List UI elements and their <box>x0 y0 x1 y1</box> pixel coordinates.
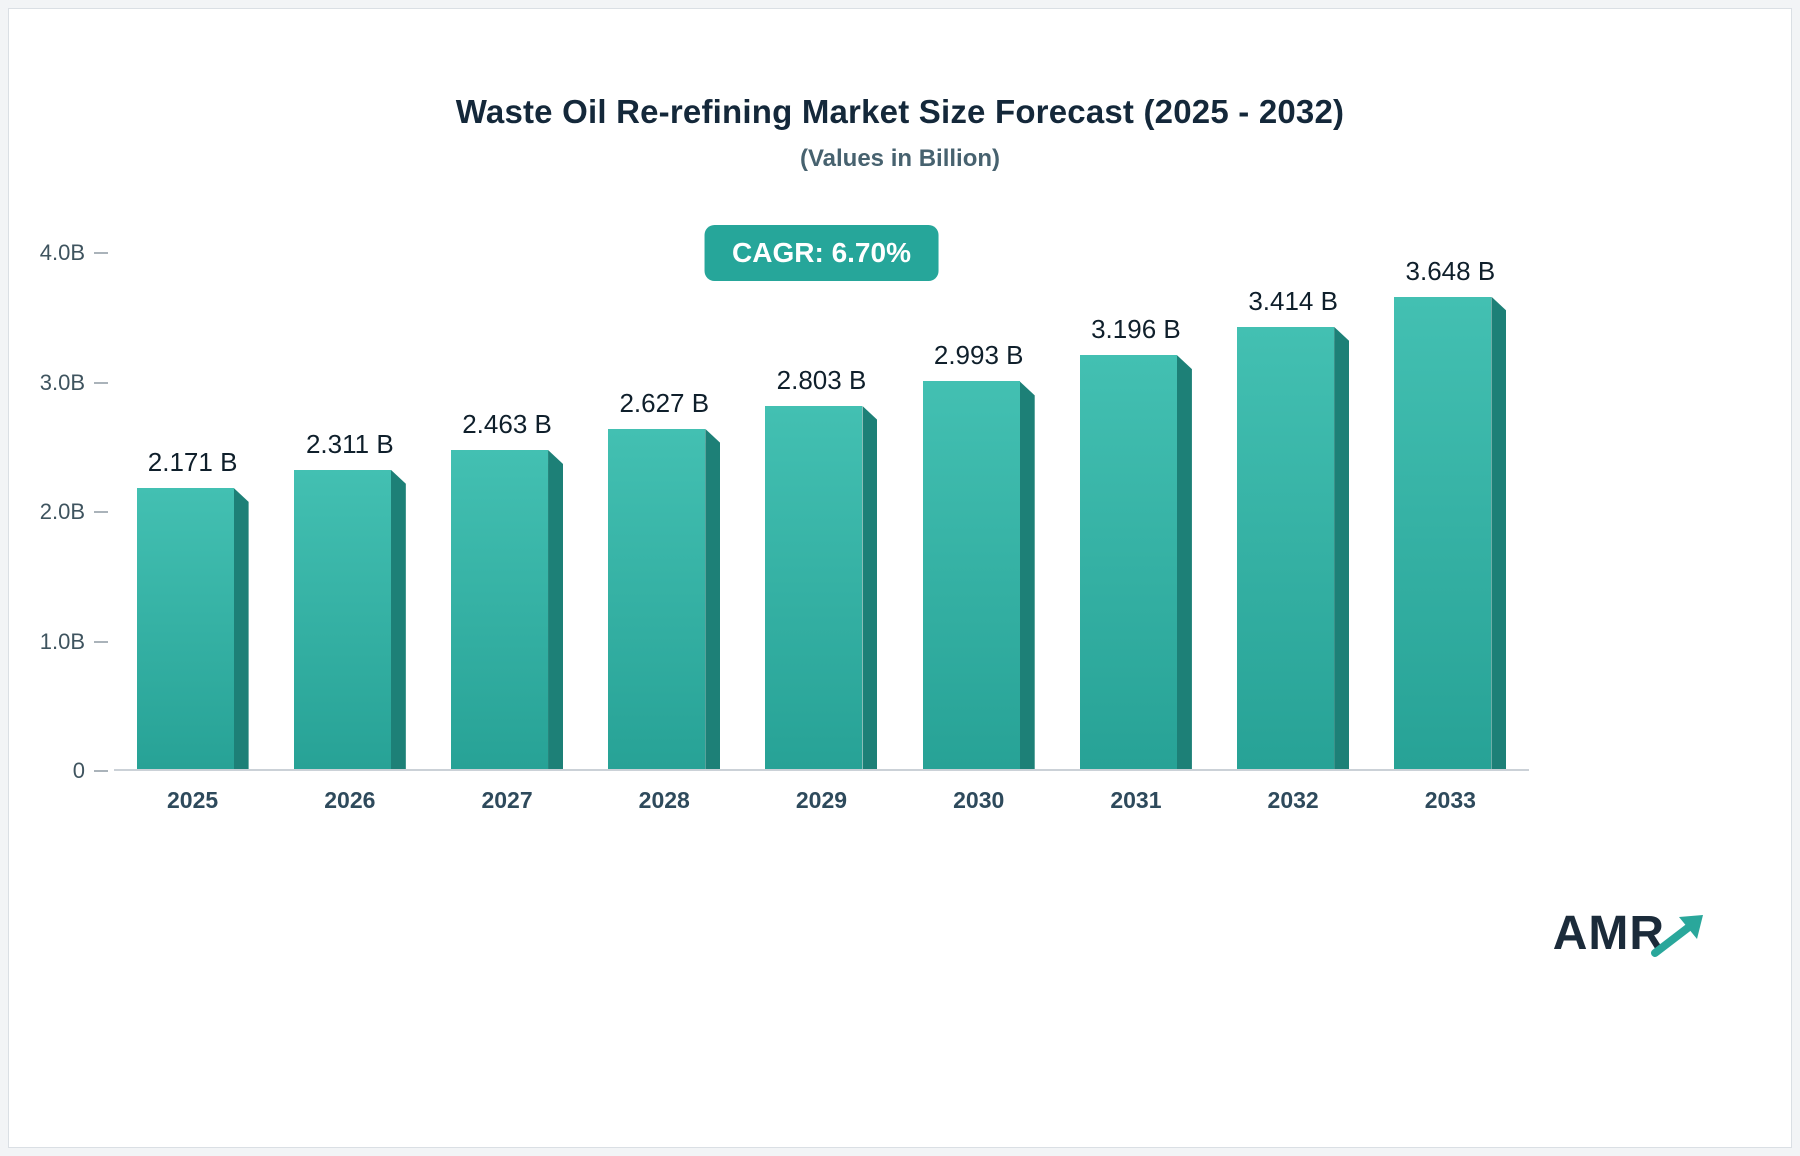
bar-face <box>136 487 234 769</box>
y-tick-label: 2.0B <box>39 499 85 524</box>
bar-side <box>1176 355 1192 769</box>
bar <box>608 428 721 769</box>
bar <box>293 469 406 769</box>
bar <box>922 381 1035 769</box>
chart-subtitle: (Values in Billion) <box>799 145 1001 172</box>
bars: 2.171 B 2.311 B 2.463 B 2.627 B 2.803 B 2.993… <box>114 253 1529 769</box>
bar-value-label: 2.171 B <box>147 446 238 477</box>
y-tick-mark <box>94 381 108 384</box>
bar-face <box>1394 296 1492 769</box>
y-tick-mark <box>94 770 108 772</box>
amr-logo-text: AMR <box>1552 907 1665 960</box>
bar-side <box>705 428 721 769</box>
bar-face <box>293 469 391 769</box>
chart-card: Waste Oil Re-refining Market Size Foreca… <box>8 8 1792 1148</box>
y-tick: 4.0B <box>40 240 108 266</box>
bar <box>765 406 878 769</box>
bar <box>1237 326 1350 769</box>
x-axis-label: 2029 <box>795 787 848 813</box>
bar <box>136 487 249 769</box>
cagr-badge: CAGR: 6.70% <box>704 225 939 281</box>
x-axis-label: 2025 <box>167 787 219 813</box>
chart-area: CAGR: 6.70% 0 1.0B 2.0B 3.0B 4.0B 2.171 B 2.3… <box>40 225 1529 865</box>
bar-value-label: 3.414 B <box>1248 285 1338 316</box>
bar-side <box>233 487 249 769</box>
bar-value-label: 3.196 B <box>1091 314 1181 345</box>
bar-value-label: 2.463 B <box>462 409 552 440</box>
x-axis-label: 2031 <box>1110 787 1162 813</box>
bar <box>451 450 564 769</box>
bar-group: 3.648 B <box>1372 253 1529 769</box>
y-tick-label: 3.0B <box>39 369 85 395</box>
y-tick: 2.0B <box>40 499 108 525</box>
bar-group: 2.463 B <box>428 253 585 769</box>
bar-value-label: 2.803 B <box>776 365 867 396</box>
y-tick-label: 4.0B <box>39 240 85 265</box>
bar-value-label: 2.627 B <box>619 387 710 418</box>
y-tick: 3.0B <box>40 370 108 396</box>
bar-value-label: 3.648 B <box>1405 255 1496 286</box>
x-axis-label: 2026 <box>324 787 376 813</box>
bar-face <box>1079 355 1177 769</box>
bar-group: 2.803 B <box>743 253 900 769</box>
y-tick: 0 <box>73 758 108 784</box>
x-axis-label: 2032 <box>1267 787 1319 813</box>
bar-side <box>1491 296 1507 769</box>
bar-value-label: 2.993 B <box>933 340 1024 371</box>
y-tick-label: 0 <box>72 758 85 783</box>
bar-group: 2.311 B <box>271 253 428 769</box>
bar-side <box>1019 381 1035 769</box>
y-tick: 1.0B <box>40 629 108 655</box>
bar-face <box>765 406 863 769</box>
bar-group: 2.627 B <box>586 253 743 769</box>
bar-side <box>390 469 406 769</box>
growth-arrow-icon <box>1651 914 1703 957</box>
bar-group: 3.414 B <box>1215 253 1372 769</box>
bar-group: 2.171 B <box>114 253 271 769</box>
bar <box>1394 296 1507 769</box>
bar-value-label: 2.311 B <box>305 428 394 459</box>
x-axis-label: 2033 <box>1424 787 1476 813</box>
bar-face <box>922 381 1020 769</box>
y-tick-mark <box>94 252 108 254</box>
bar-face <box>608 428 706 769</box>
bar-side <box>1334 326 1350 769</box>
chart-title: Waste Oil Re-refining Market Size Foreca… <box>455 93 1345 130</box>
x-labels: 2025 2026 2027 2028 2029 2030 2031 2032 2033 <box>114 787 1529 814</box>
bar-face <box>1237 326 1335 769</box>
x-axis-label: 2028 <box>638 787 690 813</box>
bar-group: 3.196 B <box>1057 253 1214 769</box>
bar-group: 2.993 B <box>900 253 1057 769</box>
bar-face <box>451 450 549 769</box>
x-axis-label: 2027 <box>481 787 533 813</box>
bar <box>1079 355 1192 769</box>
y-tick-mark <box>94 640 108 643</box>
y-tick-mark <box>94 511 108 513</box>
bar-side <box>548 450 564 769</box>
y-tick-label: 1.0B <box>39 628 85 654</box>
x-axis-label: 2030 <box>953 787 1005 813</box>
bar-side <box>862 406 878 769</box>
amr-logo: AMR <box>1553 906 1711 961</box>
